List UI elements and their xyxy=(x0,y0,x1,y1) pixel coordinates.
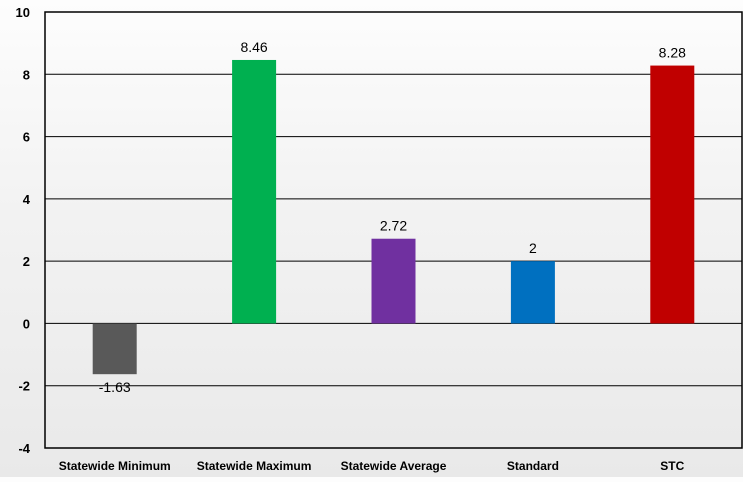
bar xyxy=(650,65,695,324)
bar xyxy=(371,238,416,324)
y-tick-label: 8 xyxy=(23,67,30,82)
bar xyxy=(510,261,555,324)
bar xyxy=(92,323,137,375)
bar xyxy=(232,59,277,324)
y-tick-label: 6 xyxy=(23,130,30,145)
x-tick-label: Statewide Maximum xyxy=(197,459,312,473)
data-label: 2.72 xyxy=(380,218,407,234)
y-tick-label: 10 xyxy=(16,5,30,20)
x-tick-labels: Statewide Minimum Statewide Maximum Statew… xyxy=(59,459,685,473)
axes xyxy=(44,11,743,449)
data-labels: -1.63 8.46 2.72 2 8.28 xyxy=(99,39,686,395)
data-label: 8.46 xyxy=(240,39,267,55)
y-tick-label: -2 xyxy=(18,379,30,394)
bars xyxy=(92,59,695,375)
y-tick-label: 0 xyxy=(23,316,30,331)
x-tick-label: Standard xyxy=(507,459,559,473)
x-tick-label: Statewide Average xyxy=(341,459,447,473)
data-label: 2 xyxy=(529,240,537,256)
y-tick-label: 2 xyxy=(23,254,30,269)
data-label: 8.28 xyxy=(659,45,686,61)
data-label: -1.63 xyxy=(99,379,131,395)
plot-frame xyxy=(44,11,743,449)
x-tick-label: Statewide Minimum xyxy=(59,459,171,473)
y-tick-labels: -4 -2 0 2 4 6 8 10 xyxy=(16,5,31,456)
y-tick-label: 4 xyxy=(23,192,31,207)
y-tick-label: -4 xyxy=(18,441,30,456)
x-tick-label: STC xyxy=(660,459,684,473)
